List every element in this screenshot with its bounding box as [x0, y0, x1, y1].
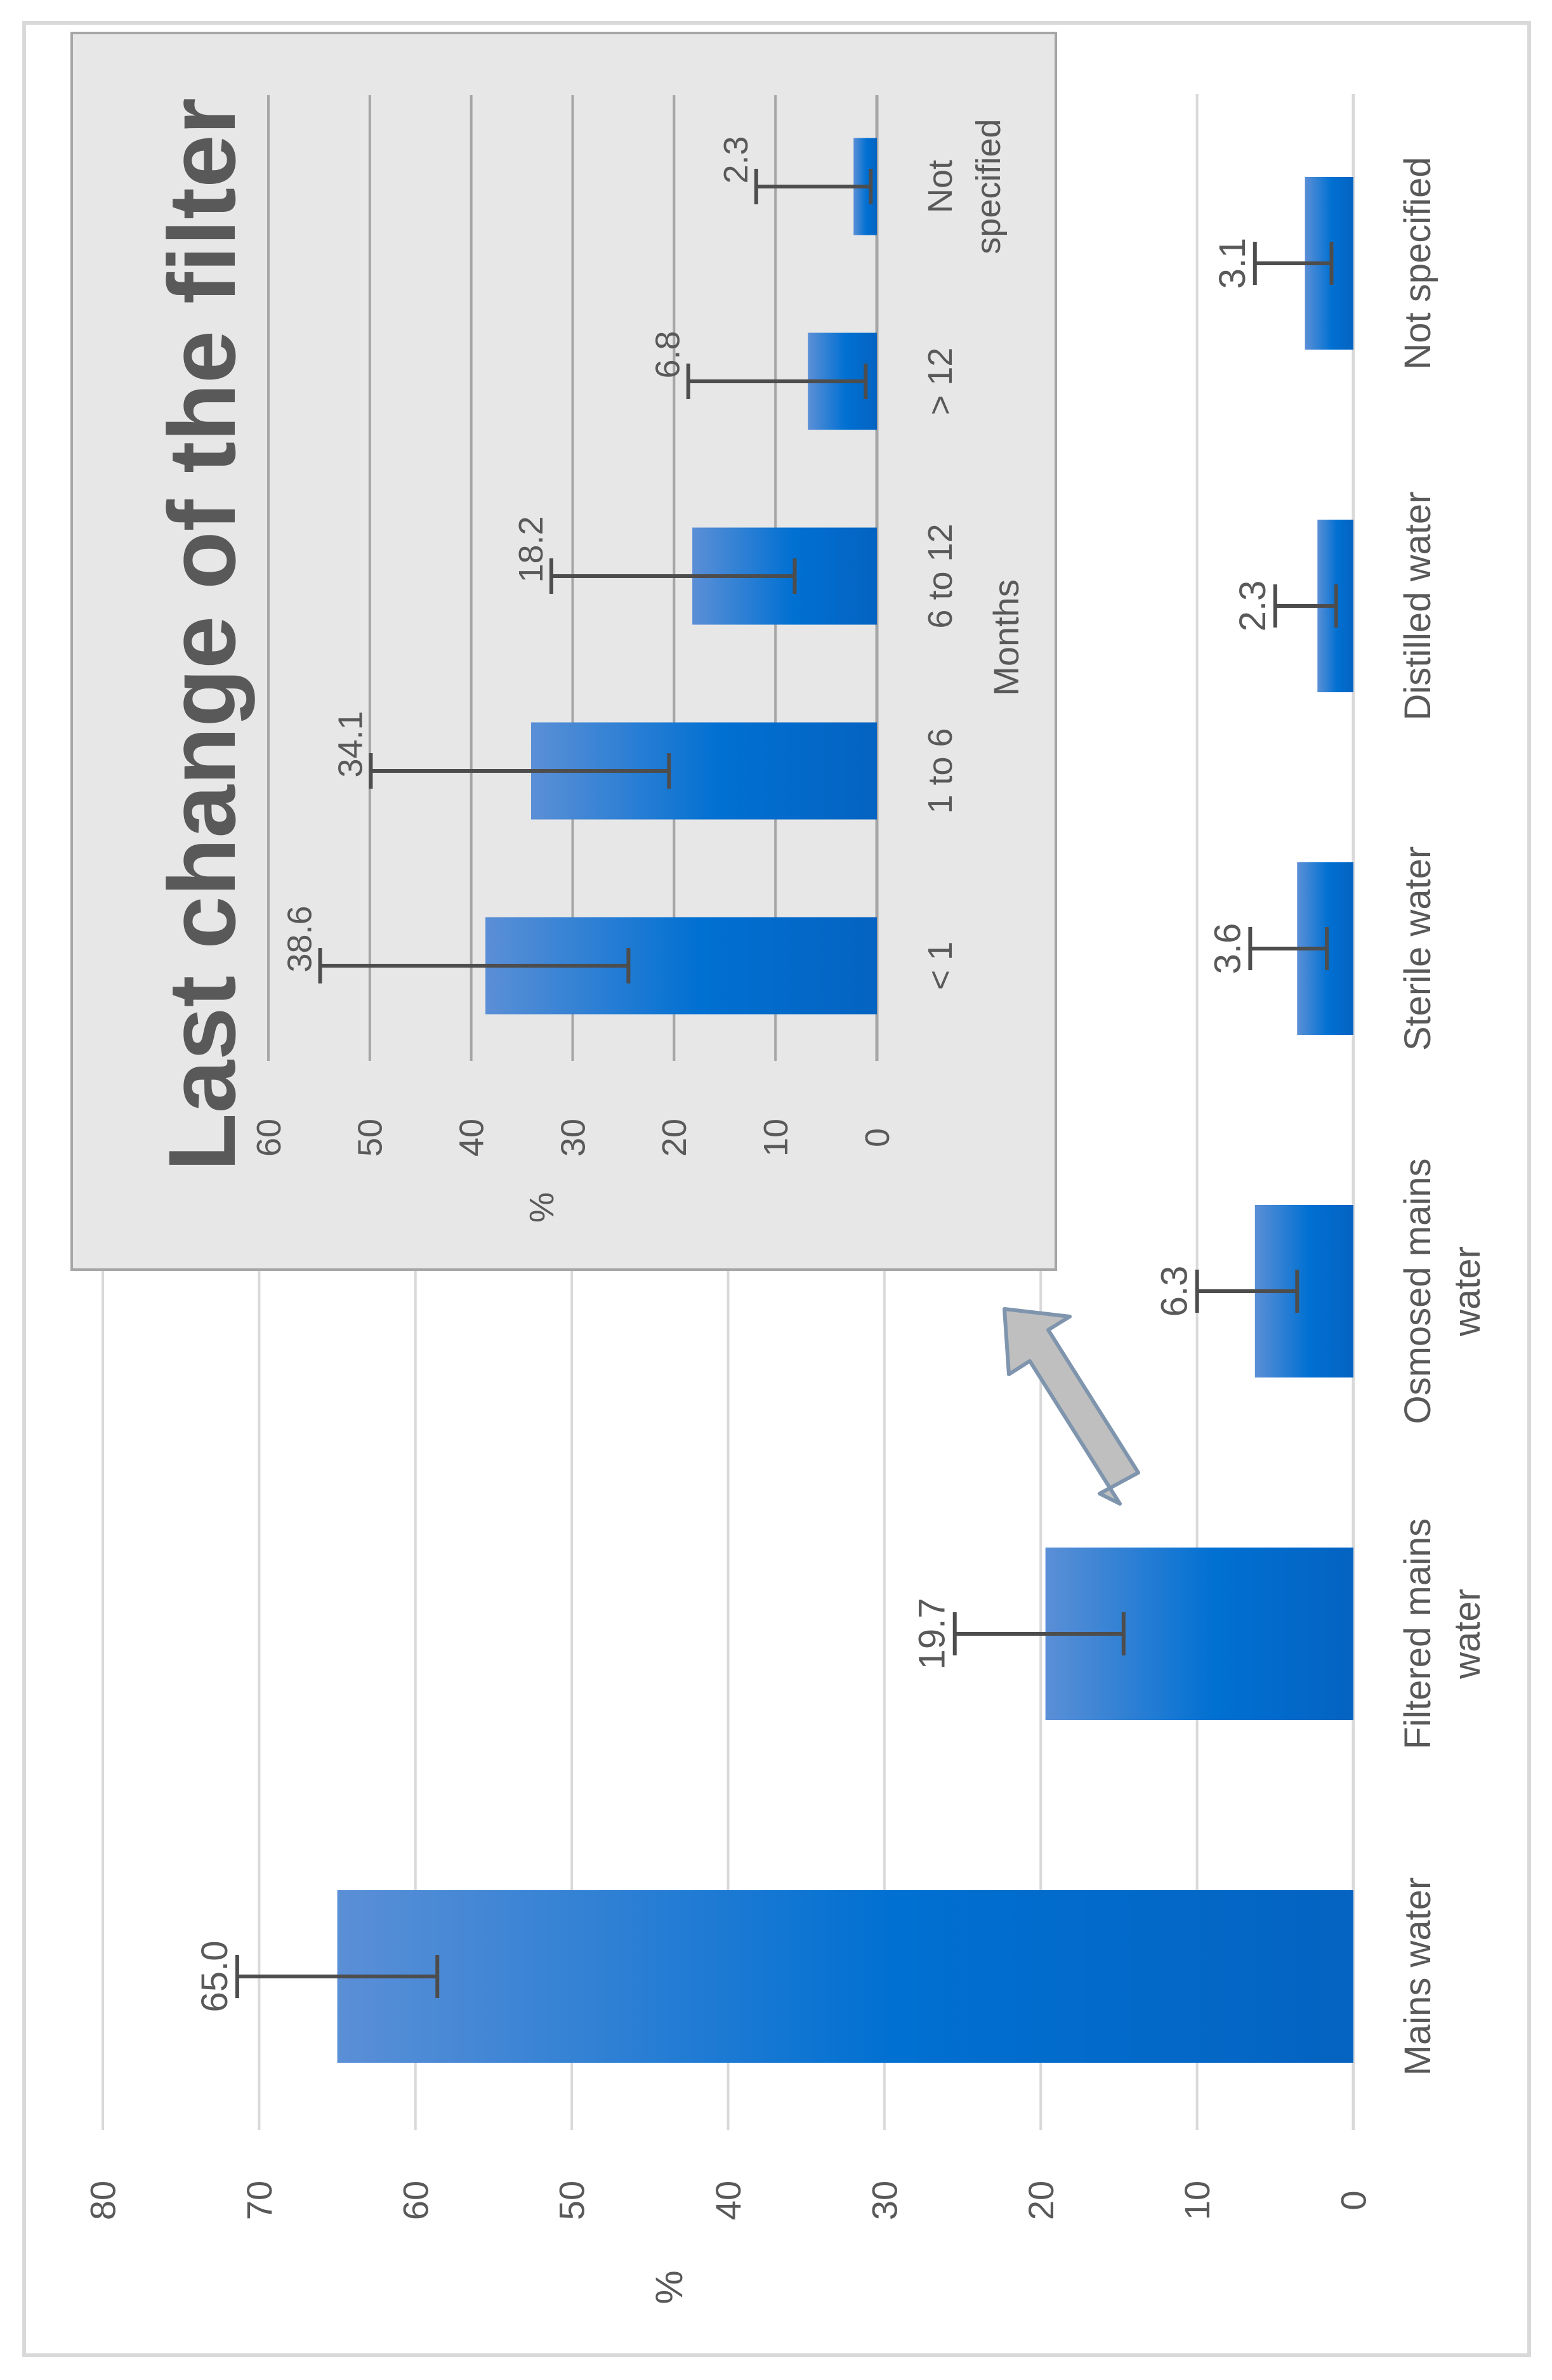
main-category-label-line: Mains water — [1397, 1877, 1438, 2076]
main-y-tick-label: 10 — [1177, 2181, 1217, 2220]
inset-y-tick-labels: 0 10 20 30 40 50 60 — [250, 1119, 897, 1157]
inset-y-tick-label: 50 — [352, 1119, 390, 1157]
inset-category-label-line: 1 to 6 — [921, 728, 959, 813]
figure-frame — [22, 21, 1531, 2357]
main-category-label: Osmosed mains water — [1397, 1158, 1488, 1424]
inset-category-label: > 12 — [921, 348, 959, 416]
inset-value-label: 2.3 — [717, 136, 755, 183]
main-category-label: Mains water — [1397, 1877, 1438, 2076]
inset-y-tick-label: 0 — [858, 1128, 897, 1147]
main-category-label-line: Osmosed mains — [1397, 1158, 1438, 1424]
inset-value-label: 6.8 — [649, 331, 687, 378]
main-value-label: 3.6 — [1207, 923, 1248, 975]
main-category-label: Filtered mains water — [1397, 1518, 1488, 1749]
inset-category-labels: < 1 1 to 6 6 to 12 > 12 Not specified — [921, 119, 1008, 990]
main-value-labels: 65.0 19.7 6.3 3.6 2.3 3.1 — [194, 238, 1273, 2013]
main-y-tick-label: 80 — [83, 2181, 123, 2220]
inset-category-label: < 1 — [921, 942, 959, 990]
inset-chart: 0 10 20 30 40 50 60 % Last change of the filte… — [70, 32, 1057, 1271]
inset-category-label-line: 6 to 12 — [921, 523, 959, 628]
inset-category-label-line: > 12 — [921, 348, 959, 416]
inset-y-axis-label: % — [523, 1192, 561, 1223]
main-value-label: 6.3 — [1154, 1266, 1195, 1317]
inset-category-label-line: < 1 — [921, 942, 959, 990]
inset-y-tick-label: 30 — [554, 1119, 592, 1157]
main-category-label: Sterile water — [1397, 846, 1438, 1051]
main-y-tick-label: 20 — [1021, 2181, 1061, 2220]
main-y-tick-label: 70 — [239, 2181, 279, 2220]
inset-bars — [485, 138, 877, 1015]
inset-x-axis-label: Months — [986, 579, 1026, 696]
inset-category-label-line: Not — [921, 160, 959, 213]
main-bar — [337, 1890, 1353, 2063]
main-y-tick-label: 60 — [395, 2181, 435, 2220]
inset-background — [70, 32, 1057, 1271]
main-category-label-line: water — [1447, 1589, 1488, 1680]
inset-error-bars — [318, 169, 873, 983]
inset-category-label: Not specified — [921, 119, 1008, 254]
main-y-tick-label: 30 — [864, 2181, 904, 2220]
main-value-label: 2.3 — [1232, 581, 1273, 632]
inset-value-label: 34.1 — [331, 711, 369, 777]
main-category-label-line: Filtered mains — [1397, 1518, 1438, 1749]
main-category-label: Not specified — [1397, 157, 1438, 369]
main-category-label-line: water — [1447, 1246, 1488, 1337]
main-value-label: 65.0 — [194, 1941, 235, 2013]
inset-value-label: 38.6 — [281, 905, 319, 972]
inset-value-labels: 38.6 34.1 18.2 6.8 2.3 — [281, 136, 755, 972]
main-category-label-line: Sterile water — [1397, 846, 1438, 1051]
inset-chart-title: Last change of the filter — [148, 98, 255, 1171]
arrow-shape — [1003, 1307, 1140, 1506]
main-y-tick-label: 50 — [552, 2181, 592, 2220]
main-y-tick-label: 0 — [1334, 2190, 1374, 2210]
main-y-axis-label: % — [648, 2270, 690, 2304]
main-category-label-line: Distilled water — [1397, 492, 1438, 721]
inset-y-tick-label: 60 — [250, 1119, 288, 1157]
inset-y-tick-label: 10 — [757, 1119, 795, 1157]
main-category-label: Distilled water — [1397, 492, 1438, 721]
inset-value-label: 18.2 — [512, 516, 550, 582]
inset-category-label: 1 to 6 — [921, 728, 959, 813]
main-error-bars — [235, 242, 1338, 1998]
inset-y-tick-label: 20 — [655, 1119, 694, 1157]
arrow-icon — [1003, 1307, 1140, 1506]
main-y-tick-labels: 0 10 20 30 40 50 60 70 80 — [83, 2181, 1374, 2220]
main-value-label: 3.1 — [1212, 238, 1253, 289]
inset-y-tick-label: 40 — [453, 1119, 491, 1157]
main-category-label-line: Not specified — [1397, 157, 1438, 369]
main-value-label: 19.7 — [912, 1598, 953, 1670]
main-chart: 0 10 20 30 40 50 60 70 80 % 65.0 19.7 6.3 3.6 2.3 3.1… — [83, 94, 1488, 2304]
main-y-tick-label: 40 — [708, 2181, 748, 2220]
inset-category-label: 6 to 12 — [921, 523, 959, 628]
inset-category-label-line: specified — [970, 119, 1008, 254]
